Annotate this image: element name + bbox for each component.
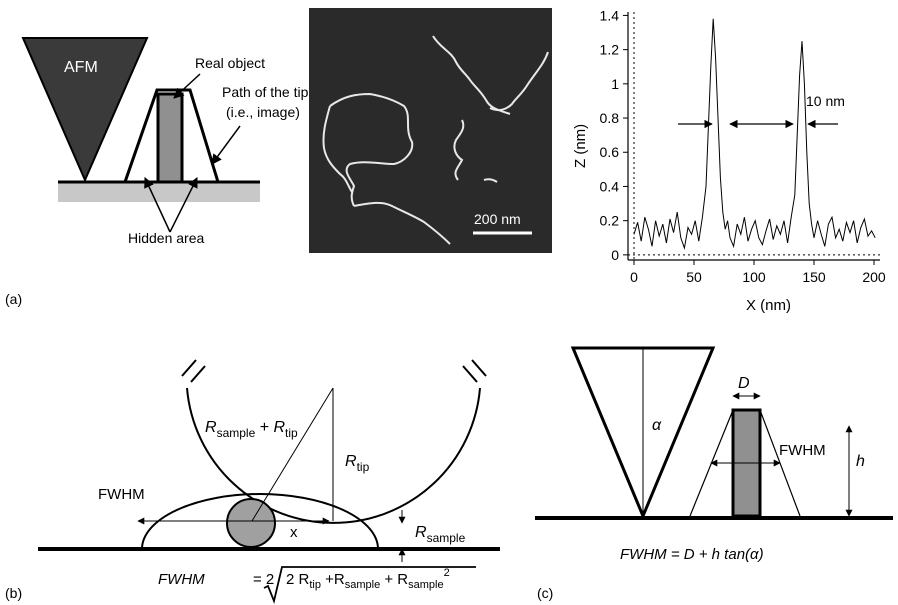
afm-tip bbox=[21, 37, 149, 183]
x-tick-label: 50 bbox=[686, 269, 702, 285]
formula-b: FWHM = 2 2 Rtip +Rsample + Rsample2 bbox=[158, 566, 476, 604]
d-label: D bbox=[738, 375, 750, 392]
panel-c: α D FWHM h FWHM = D + h tan(α) (c) bbox=[535, 346, 893, 601]
hidden-area-arrow-left bbox=[144, 177, 171, 233]
tip-path-arrow bbox=[211, 125, 241, 165]
x-tick-label: 200 bbox=[862, 269, 886, 285]
dna-strand-2 bbox=[489, 51, 549, 112]
tip-path-label-2: (i.e., image) bbox=[226, 104, 300, 120]
x-tick-label: 150 bbox=[802, 269, 826, 285]
y-tick-label: 0.6 bbox=[600, 144, 620, 160]
tip-cut-mark-right-2 bbox=[471, 359, 487, 377]
dna-strand-3 bbox=[329, 92, 414, 207]
tip-cut-mark-right-1 bbox=[462, 365, 478, 383]
x-label: x bbox=[290, 524, 298, 541]
hidden-area-arrow-right bbox=[169, 177, 198, 233]
fwhm-label-c: FWHM bbox=[779, 442, 826, 459]
x-tick-label: 0 bbox=[630, 269, 638, 285]
real-object-arrow bbox=[173, 73, 201, 99]
rtip-label: Rtip bbox=[345, 453, 370, 474]
real-object-label: Real object bbox=[195, 55, 265, 71]
sqrt-sign bbox=[263, 566, 476, 604]
rsum-label: Rsample + Rtip bbox=[205, 419, 298, 440]
hidden-area-label: Hidden area bbox=[128, 230, 204, 246]
dna-strand-4 bbox=[322, 105, 353, 193]
profile-series-line bbox=[633, 18, 876, 250]
y-tick-label: 1 bbox=[611, 76, 619, 92]
dna-strand-6 bbox=[453, 119, 465, 181]
tip-circle-arc bbox=[186, 387, 481, 524]
real-object bbox=[156, 92, 184, 184]
panel-label-c: (c) bbox=[537, 585, 553, 601]
dna-strand-5 bbox=[353, 201, 451, 245]
panel-label-b: (b) bbox=[5, 585, 22, 601]
sample-sphere bbox=[226, 498, 276, 548]
tip-path-label-1: Path of the tip bbox=[222, 84, 309, 100]
y-tick-label: 0.8 bbox=[600, 110, 620, 126]
profile-chart: 00.20.40.60.811.21.4 0 50 100 150 200 10 nm … bbox=[572, 7, 886, 314]
alpha-label: α bbox=[652, 417, 662, 434]
h-label: h bbox=[856, 453, 865, 470]
y-tick-label: 0.4 bbox=[600, 178, 620, 194]
dna-strand-1 bbox=[432, 35, 511, 115]
formula-radicand: 2 Rtip +Rsample + Rsample2 bbox=[286, 567, 450, 591]
x-tick-label: 100 bbox=[742, 269, 766, 285]
radius-sum-line bbox=[251, 387, 334, 522]
y-tick-label: 0 bbox=[611, 247, 619, 263]
dna-strand-7 bbox=[483, 178, 498, 183]
panel-a: AFM Real object Path of the tip (i.e., i… bbox=[5, 7, 886, 314]
tip-cut-mark-left-1 bbox=[181, 359, 197, 377]
fwhm-label-b: FWHM bbox=[98, 486, 145, 503]
formula-eq: = 2 bbox=[253, 571, 274, 588]
y-tick-label: 1.4 bbox=[600, 7, 620, 23]
scale-bar-label: 200 nm bbox=[474, 211, 521, 227]
substrate bbox=[58, 182, 260, 202]
formula-c: FWHM = D + h tan(α) bbox=[620, 546, 764, 563]
afm-image: 200 nm bbox=[309, 8, 552, 253]
y-tick-label: 1.2 bbox=[600, 42, 620, 58]
panel-label-a: (a) bbox=[5, 291, 22, 307]
formula-lhs: FWHM bbox=[158, 571, 205, 588]
rsample-label: Rsample bbox=[415, 524, 466, 545]
afm-label: AFM bbox=[64, 59, 98, 76]
panel-b: Rsample + Rtip Rtip FWHM x Rsample FWHM … bbox=[5, 359, 500, 604]
y-axis-label: Z (nm) bbox=[572, 124, 589, 168]
y-tick-label: 0.2 bbox=[600, 213, 620, 229]
x-axis-label: X (nm) bbox=[746, 297, 791, 314]
profile-annotation: 10 nm bbox=[806, 93, 845, 109]
tip-cut-mark-left-2 bbox=[190, 365, 206, 383]
